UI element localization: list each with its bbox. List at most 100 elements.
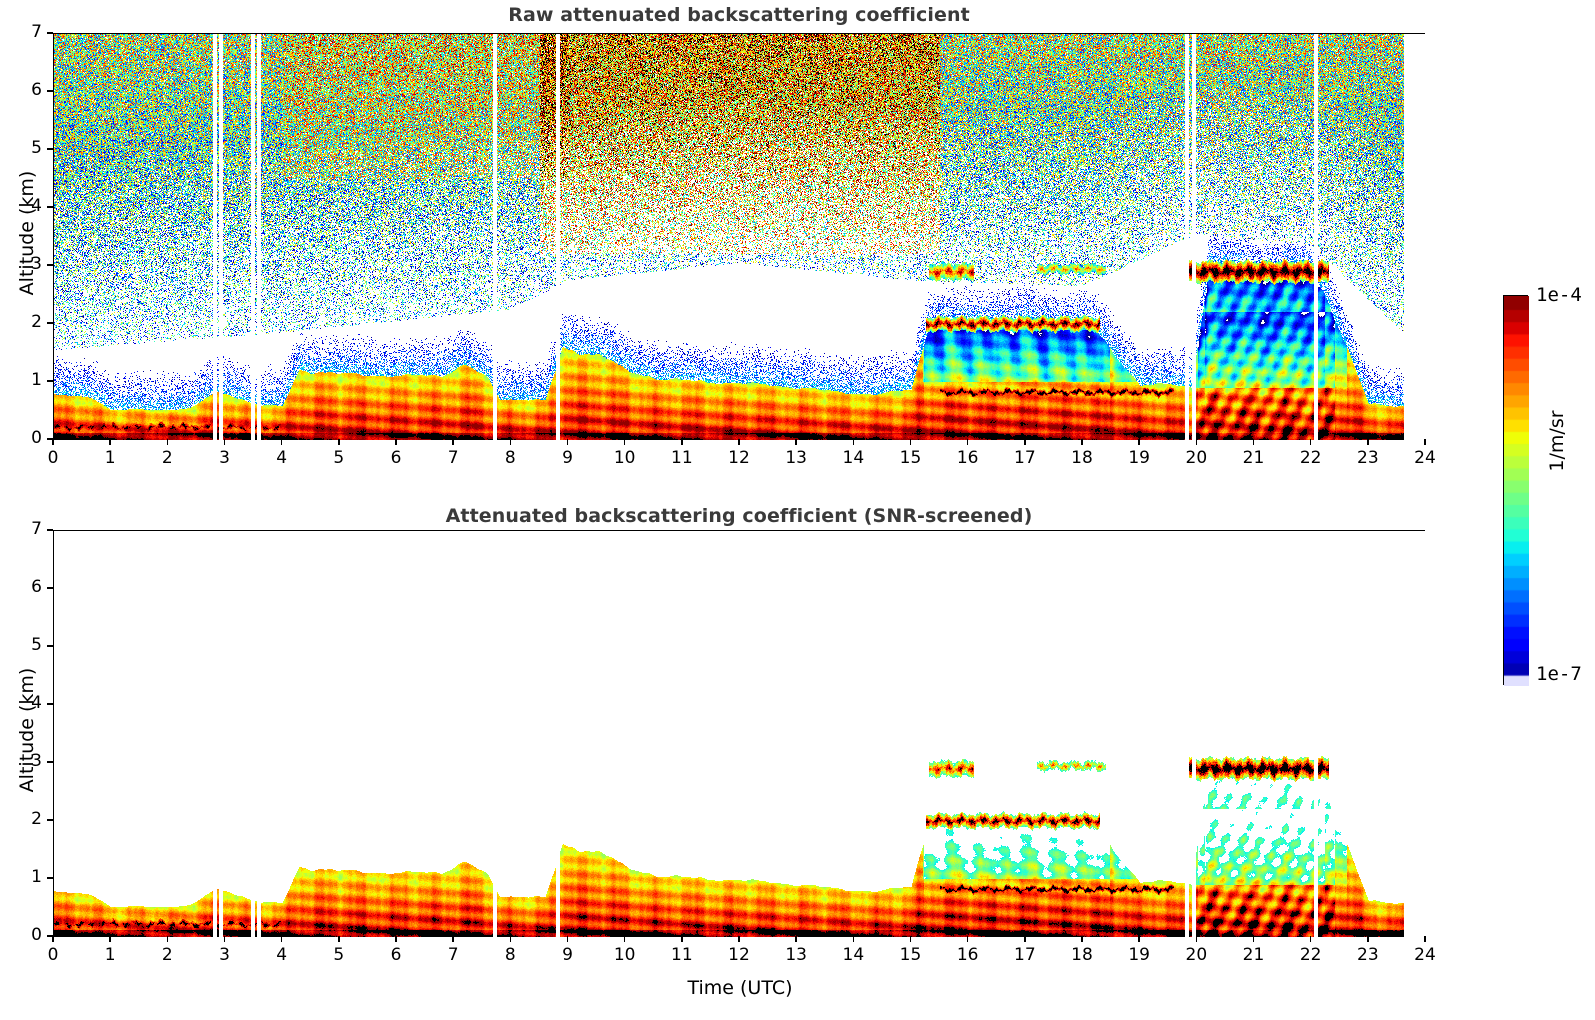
y-ticklabel-screened-3: 3 <box>31 751 42 771</box>
x-ticklabel-raw-6: 6 <box>390 448 402 468</box>
x-ticklabel-screened-20: 20 <box>1185 945 1208 965</box>
x-tickmark-raw-12 <box>738 439 740 445</box>
y-tickmark-screened-3 <box>47 761 53 763</box>
x-tickmark-raw-11 <box>681 439 683 445</box>
y-ticklabel-raw-4: 4 <box>31 196 42 216</box>
x-tickmark-screened-16 <box>966 936 969 942</box>
x-tickmark-raw-13 <box>795 439 797 445</box>
x-ticklabel-raw-1: 1 <box>104 448 116 468</box>
x-tickmark-raw-7 <box>452 439 454 445</box>
x-ticklabel-screened-2: 2 <box>161 945 173 965</box>
x-ticklabel-screened-21: 21 <box>1242 945 1265 965</box>
y-ticklabel-raw-1: 1 <box>31 370 42 390</box>
x-axis-label: Time (UTC) <box>687 977 793 999</box>
x-ticklabel-raw-24: 24 <box>1414 448 1436 468</box>
y-tickmark-screened-6 <box>47 587 53 589</box>
x-ticklabel-raw-8: 8 <box>504 448 516 468</box>
x-tickmark-raw-5 <box>338 439 340 445</box>
x-tickmark-screened-18 <box>1081 936 1083 942</box>
x-tickmark-screened-1 <box>109 936 111 942</box>
y-ticklabel-raw-6: 6 <box>31 80 42 100</box>
x-tickmark-screened-2 <box>166 936 169 942</box>
y-ticklabel-screened-4: 4 <box>31 693 42 713</box>
x-ticklabel-screened-13: 13 <box>785 945 807 965</box>
y-tickmark-raw-1 <box>47 380 53 382</box>
x-tickmark-raw-17 <box>1024 439 1026 445</box>
x-ticklabel-raw-18: 18 <box>1071 448 1093 468</box>
x-ticklabel-raw-15: 15 <box>899 448 922 468</box>
x-tickmark-screened-3 <box>223 936 226 942</box>
x-ticklabel-raw-13: 13 <box>785 448 807 468</box>
x-tickmark-screened-0 <box>52 936 54 942</box>
x-ticklabel-screened-11: 11 <box>671 945 693 965</box>
x-tickmark-raw-9 <box>566 439 569 445</box>
y-tickmark-screened-4 <box>47 703 53 705</box>
y-ticklabel-raw-0: 0 <box>31 428 42 448</box>
x-tickmark-screened-15 <box>909 936 912 942</box>
x-ticklabel-screened-12: 12 <box>728 945 750 965</box>
x-tickmark-raw-1 <box>109 439 111 445</box>
x-ticklabel-screened-8: 8 <box>504 945 516 965</box>
colorbar-canvas <box>1504 296 1529 686</box>
x-tickmark-raw-6 <box>395 439 397 445</box>
x-tickmark-screened-23 <box>1367 936 1369 942</box>
x-ticklabel-screened-22: 22 <box>1299 945 1322 965</box>
x-tickmark-raw-2 <box>166 439 169 445</box>
x-tickmark-raw-16 <box>966 439 969 445</box>
x-tickmark-screened-14 <box>852 936 855 942</box>
x-ticklabel-raw-4: 4 <box>276 448 288 468</box>
plot-area-screened <box>53 530 1426 937</box>
x-ticklabel-raw-9: 9 <box>562 448 573 468</box>
x-tickmark-screened-8 <box>509 936 512 942</box>
x-tickmark-screened-6 <box>395 936 397 942</box>
plot-area-raw <box>53 33 1426 440</box>
x-tickmark-screened-4 <box>280 936 283 942</box>
x-tickmark-raw-3 <box>223 439 226 445</box>
x-ticklabel-screened-4: 4 <box>276 945 288 965</box>
panel-title-raw: Raw attenuated backscattering coefficien… <box>508 4 970 26</box>
x-ticklabel-raw-7: 7 <box>447 448 459 468</box>
x-ticklabel-screened-6: 6 <box>390 945 402 965</box>
x-ticklabel-raw-5: 5 <box>333 448 345 468</box>
x-ticklabel-raw-10: 10 <box>613 448 636 468</box>
heatmap-raw <box>54 34 1426 440</box>
x-ticklabel-raw-14: 14 <box>842 448 865 468</box>
x-ticklabel-screened-0: 0 <box>47 945 59 965</box>
y-ticklabel-raw-2: 2 <box>31 312 42 332</box>
x-tickmark-screened-9 <box>566 936 569 942</box>
x-ticklabel-raw-2: 2 <box>161 448 173 468</box>
x-ticklabel-raw-21: 21 <box>1242 448 1265 468</box>
y-ticklabel-screened-6: 6 <box>31 577 42 597</box>
x-ticklabel-raw-12: 12 <box>728 448 750 468</box>
x-ticklabel-screened-18: 18 <box>1071 945 1093 965</box>
x-tickmark-screened-19 <box>1138 936 1140 942</box>
x-ticklabel-screened-15: 15 <box>899 945 922 965</box>
y-ticklabel-raw-3: 3 <box>31 254 42 274</box>
x-tickmark-screened-21 <box>1252 936 1255 942</box>
x-tickmark-raw-15 <box>909 439 912 445</box>
x-ticklabel-raw-16: 16 <box>956 448 979 468</box>
y-tickmark-screened-7 <box>47 529 53 531</box>
x-tickmark-screened-24 <box>1424 936 1426 942</box>
x-tickmark-raw-4 <box>280 439 283 445</box>
y-ticklabel-screened-5: 5 <box>31 635 42 655</box>
colorbar-max-label: 1e-4 <box>1536 284 1582 306</box>
y-ticklabel-screened-2: 2 <box>31 809 42 829</box>
panel-title-screened: Attenuated backscattering coefficient (S… <box>445 505 1033 527</box>
y-ticklabel-raw-7: 7 <box>31 22 42 42</box>
y-tickmark-raw-3 <box>47 264 53 266</box>
x-ticklabel-screened-7: 7 <box>447 945 459 965</box>
x-tickmark-screened-17 <box>1024 936 1026 942</box>
x-ticklabel-screened-14: 14 <box>842 945 865 965</box>
colorbar-gradient <box>1503 295 1529 686</box>
y-axis-label-screened: Altitude (km) <box>16 667 38 793</box>
y-ticklabel-screened-1: 1 <box>31 867 42 887</box>
x-ticklabel-raw-23: 23 <box>1357 448 1379 468</box>
x-ticklabel-screened-9: 9 <box>562 945 573 965</box>
x-ticklabel-screened-1: 1 <box>104 945 116 965</box>
x-ticklabel-raw-22: 22 <box>1299 448 1322 468</box>
y-tickmark-raw-0 <box>47 438 53 440</box>
x-ticklabel-screened-23: 23 <box>1357 945 1379 965</box>
x-ticklabel-screened-16: 16 <box>956 945 979 965</box>
y-ticklabel-screened-0: 0 <box>31 925 42 945</box>
